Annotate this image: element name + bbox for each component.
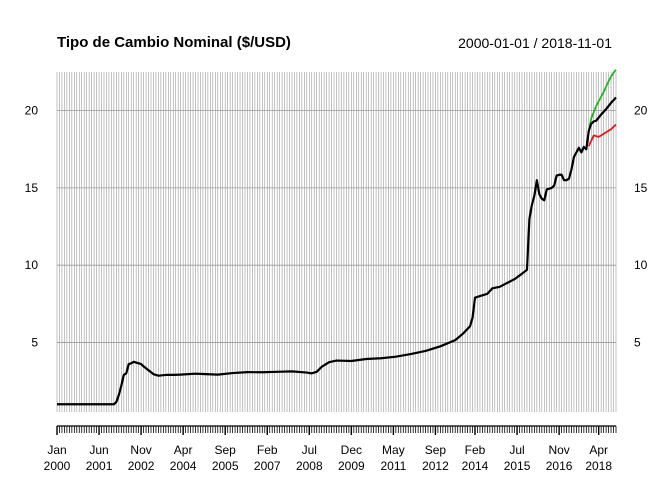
x-tick-year: 2004: [170, 459, 197, 473]
x-tick-label: Jul: [509, 443, 524, 457]
x-tick-label: Jul: [302, 443, 317, 457]
y-tick-label: 10: [634, 258, 648, 272]
x-tick-label: Feb: [257, 443, 278, 457]
date-range-label: 2000-01-01 / 2018-11-01: [458, 35, 612, 51]
x-tick-label: Sep: [425, 443, 447, 457]
series-line-historical: [57, 96, 617, 406]
x-tick-label: May: [382, 443, 405, 457]
x-tick-year: 2001: [86, 459, 113, 473]
x-tick-year: 2012: [422, 459, 449, 473]
x-tick-label: Jun: [89, 443, 108, 457]
y-tick-label: 10: [25, 258, 39, 272]
series-line-lower: [587, 123, 617, 147]
x-tick-year: 2007: [254, 459, 281, 473]
x-tick-year: 2014: [462, 459, 489, 473]
series-layer: [57, 69, 617, 406]
x-tick-year: 2015: [504, 459, 531, 473]
x-tick-label: Apr: [589, 443, 608, 457]
x-tick-label: Nov: [130, 443, 151, 457]
x-tick-year: 2018: [585, 459, 612, 473]
x-tick-label: Dec: [341, 443, 362, 457]
y-tick-label: 5: [31, 335, 38, 349]
y-tick-label: 5: [634, 335, 641, 349]
x-tick-year: 2008: [296, 459, 323, 473]
y-tick-label: 15: [634, 181, 648, 195]
x-tick-year: 2016: [546, 459, 573, 473]
x-tick-year: 2002: [128, 459, 155, 473]
x-axis: Jan 2000 Jun 2001 Nov 2002 Apr 2004 Sep 2005 Feb 20…: [44, 425, 617, 473]
x-tick-label: Jan: [47, 443, 66, 457]
grid-lines: [56, 72, 617, 412]
y-axis-right: 5 10 15 20: [634, 104, 648, 350]
series-line-upper: [587, 69, 617, 131]
x-tick-label: Apr: [174, 443, 193, 457]
y-tick-label: 20: [634, 104, 648, 118]
x-tick-year: 2009: [338, 459, 365, 473]
y-tick-label: 20: [25, 104, 39, 118]
x-tick-label: Feb: [465, 443, 486, 457]
x-tick-year: 2011: [380, 459, 406, 473]
x-tick-year: 2000: [44, 459, 71, 473]
x-tick-label: Nov: [548, 443, 569, 457]
x-tick-label: Sep: [215, 443, 237, 457]
x-tick-year: 2005: [212, 459, 239, 473]
y-tick-label: 15: [25, 181, 39, 195]
chart-title: Tipo de Cambio Nominal ($/USD): [57, 34, 291, 51]
y-axis-left: 5 10 15 20: [25, 104, 39, 350]
